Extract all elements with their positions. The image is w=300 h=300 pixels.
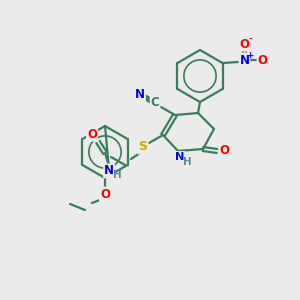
Text: H: H — [112, 170, 122, 180]
Text: H: H — [183, 157, 191, 167]
Text: N: N — [104, 164, 114, 178]
Text: +: + — [246, 52, 253, 61]
Text: S: S — [139, 140, 148, 154]
Text: N: N — [175, 152, 185, 162]
Text: -: - — [249, 34, 252, 43]
Text: O: O — [87, 128, 97, 140]
Text: O: O — [239, 38, 250, 50]
Text: N: N — [135, 88, 145, 100]
Text: C: C — [151, 97, 159, 110]
Text: O: O — [219, 145, 229, 158]
Text: O: O — [257, 53, 268, 67]
Text: O: O — [100, 188, 110, 200]
Text: N: N — [239, 53, 250, 67]
